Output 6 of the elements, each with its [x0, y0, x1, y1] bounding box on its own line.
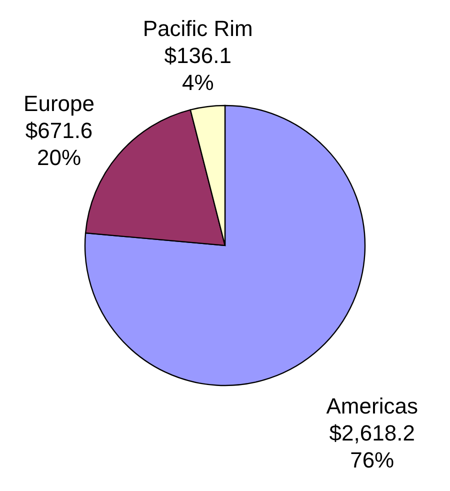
slice-label: Pacific Rim: [142, 16, 253, 42]
slice-label: Europe: [24, 91, 94, 116]
data-label: $136.1 4%: [164, 43, 232, 96]
data-label: $671.6 20%: [25, 118, 93, 170]
slice-label: Americas: [326, 393, 418, 418]
data-label: $2,618.2 76%: [329, 420, 415, 472]
